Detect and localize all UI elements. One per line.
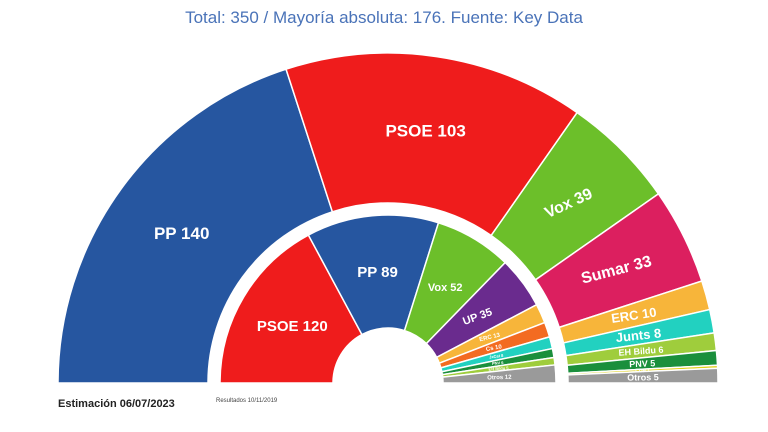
estimate-date-note: Estimación 06/07/2023: [58, 398, 175, 410]
seat-label-results-cs: Cs 10: [486, 344, 503, 353]
seat-arc-results-psoe: [219, 234, 363, 384]
seat-label-results-vox: Vox 52: [428, 282, 463, 294]
inner-ring: [219, 214, 557, 384]
seat-label-results-jxcat: JxCat 8: [489, 353, 505, 360]
seat-label-estimate-eh-bildu: EH Bildu 6: [618, 345, 664, 358]
seat-label-results-pp: PP 89: [357, 264, 398, 281]
seat-label-results-erc: ERC 13: [479, 332, 501, 343]
seat-label-results-otros: Otros 12: [487, 375, 512, 382]
seat-label-estimate-cup: CUP 1: [635, 368, 650, 374]
seat-arc-estimate-psoe: [285, 52, 579, 237]
seat-label-estimate-otros: Otros 5: [627, 372, 659, 382]
seat-arc-results-pp: [307, 214, 440, 336]
seat-label-results-psoe: PSOE 120: [257, 318, 328, 335]
seat-label-estimate-pp: PP 140: [154, 224, 209, 243]
seat-arc-estimate-otros: [567, 367, 719, 384]
seat-arc-results-otros: [441, 364, 557, 384]
seat-label-results-pnv: PNV 6: [492, 360, 505, 366]
outer-ring: [57, 52, 719, 384]
seat-label-results-eh-bildu: EH Bildu 5: [488, 365, 509, 371]
seat-label-estimate-erc: ERC 10: [610, 304, 657, 326]
chart-subtitle: Total: 350 / Mayoría absoluta: 176. Fuen…: [185, 8, 583, 27]
seat-label-estimate-psoe: PSOE 103: [385, 122, 465, 141]
seat-label-estimate-junts: Junts 8: [615, 325, 662, 345]
results-date-note: Resultados 10/11/2019: [216, 398, 278, 404]
seat-arc-estimate-pp: [57, 68, 334, 384]
seat-label-estimate-pnv: PNV 5: [629, 358, 655, 369]
